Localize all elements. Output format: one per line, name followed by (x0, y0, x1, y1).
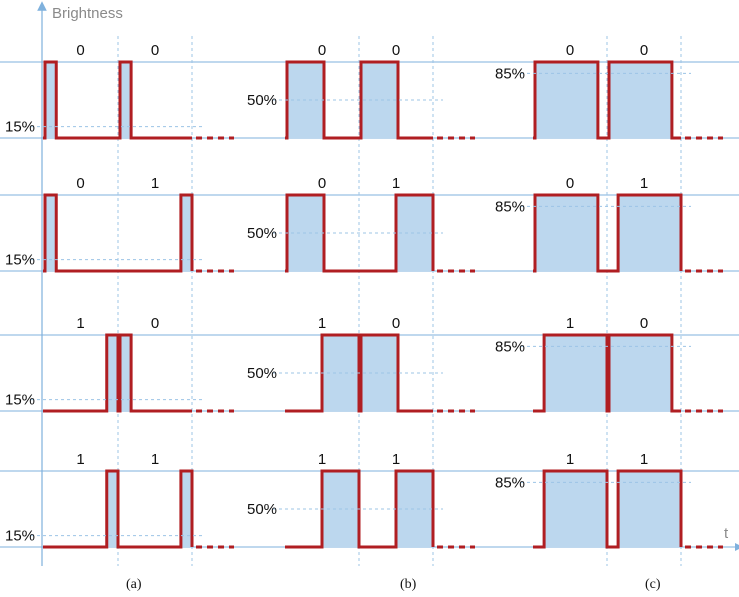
row-1-col-c-level-label: 85% (495, 198, 525, 215)
row-2-col-a-pulse-fill-1 (120, 335, 132, 411)
row-3-col-a-signal (43, 469, 194, 549)
caption-c: (c) (645, 577, 661, 592)
row-2-col-c-level-label: 85% (495, 338, 525, 355)
row-1-col-c-bit-label-0: 0 (566, 175, 574, 192)
row-1-col-a-bit-label-1: 1 (151, 175, 159, 192)
row-0-col-a-level-label: 15% (5, 119, 35, 136)
row-1-col-a-pulse-fill-1 (180, 195, 192, 271)
row-1-col-c-bit-label-1: 1 (640, 175, 648, 192)
row-2-col-b-pulse-fill-1 (361, 335, 398, 411)
row-3-col-c-signal (533, 469, 683, 549)
row-3-col-a-level-label: 15% (5, 528, 35, 545)
row-2-col-b-level-label: 50% (247, 365, 277, 382)
row-0-col-a-signal (43, 60, 192, 140)
row-3-col-b-bit-label-0: 1 (318, 451, 326, 468)
caption-b: (b) (400, 577, 417, 592)
row-3-col-c-level-label: 85% (495, 474, 525, 491)
row-2-col-b-bit-label-0: 1 (318, 315, 326, 332)
row-3-col-b-bit-label-1: 1 (392, 451, 400, 468)
y-axis-label: Brightness (52, 5, 123, 22)
row-2-col-b-bit-label-1: 0 (392, 315, 400, 332)
row-3-col-c-bit-label-0: 1 (566, 451, 574, 468)
row-1-col-b-level-label: 50% (247, 225, 277, 242)
row-3-col-b-pulse-fill-1 (396, 471, 433, 547)
x-axis-label: t (724, 525, 729, 542)
row-1-col-b-pulse-fill-1 (396, 195, 433, 271)
row-1-col-a-pulse-fill-0 (45, 195, 57, 271)
row-3-col-c-pulse-fill-1 (618, 471, 681, 547)
row-2-col-c-bit-label-1: 0 (640, 315, 648, 332)
row-3-col-a-bit-label-1: 1 (151, 451, 159, 468)
row-0-col-c-pulse-fill-0 (535, 62, 598, 138)
row-2-col-a-level-label: 15% (5, 392, 35, 409)
row-3-col-b-signal (285, 469, 435, 549)
row-2-col-c-pulse-fill-0 (544, 335, 607, 411)
row-1-col-b-bit-label-1: 1 (392, 175, 400, 192)
row-0-col-c-level-label: 85% (495, 65, 525, 82)
row-0-col-c-signal (533, 60, 681, 140)
row-1-col-b-signal (285, 193, 435, 273)
row-3-col-a-pulse-fill-0 (106, 471, 118, 547)
row-2-col-a-bit-label-1: 0 (151, 315, 159, 332)
row-2-col-c-pulse-fill-1 (609, 335, 672, 411)
row-1-col-a-level-label: 15% (5, 252, 35, 269)
row-2-col-c-signal (533, 333, 681, 413)
row-0-col-c-bit-label-1: 0 (640, 42, 648, 59)
row-0-col-c-pulse-fill-1 (609, 62, 672, 138)
row-2-col-a-signal (43, 333, 192, 413)
row-0-col-b-bit-label-1: 0 (392, 42, 400, 59)
row-1-col-c-pulse-fill-0 (535, 195, 598, 271)
caption-a: (a) (126, 577, 142, 592)
row-0-col-b-bit-label-0: 0 (318, 42, 326, 59)
row-0-col-c-bit-label-0: 0 (566, 42, 574, 59)
row-3-col-a-bit-label-0: 1 (76, 451, 84, 468)
row-3-col-c-bit-label-1: 1 (640, 451, 648, 468)
row-2-col-c-bit-label-0: 1 (566, 315, 574, 332)
row-1-col-b-bit-label-0: 0 (318, 175, 326, 192)
row-1-col-c-signal (533, 193, 683, 273)
row-3-col-b-level-label: 50% (247, 501, 277, 518)
row-0-col-a-bit-label-1: 0 (151, 42, 159, 59)
row-2-col-a-pulse-fill-0 (106, 335, 118, 411)
row-2-col-a-bit-label-0: 1 (76, 315, 84, 332)
row-0-col-a-pulse-fill-1 (120, 62, 132, 138)
row-1-col-a-signal (43, 193, 194, 273)
row-0-col-a-bit-label-0: 0 (76, 42, 84, 59)
row-1-col-a-bit-label-0: 0 (76, 175, 84, 192)
row-0-col-b-level-label: 50% (247, 92, 277, 109)
row-0-col-b-pulse-fill-1 (361, 62, 398, 138)
row-1-col-c-pulse-fill-1 (618, 195, 681, 271)
row-0-col-a-pulse-fill-0 (45, 62, 57, 138)
row-3-col-a-pulse-fill-1 (180, 471, 192, 547)
row-3-col-c-pulse-fill-0 (544, 471, 607, 547)
